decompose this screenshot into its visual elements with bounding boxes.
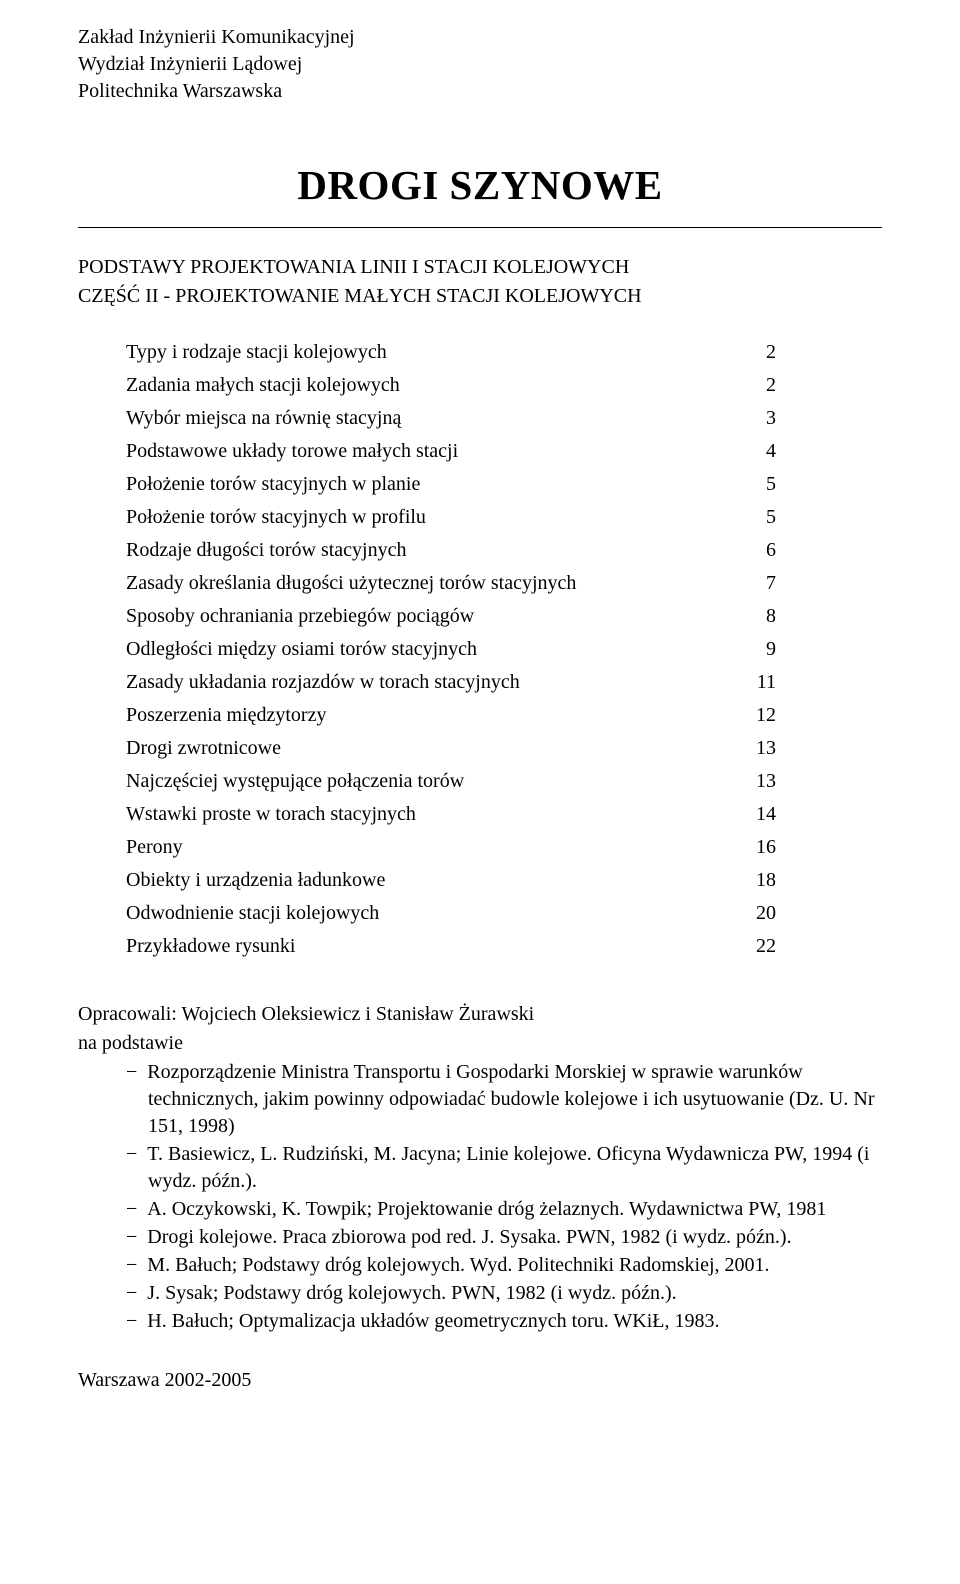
toc-row: Zadania małych stacji kolejowych2 [126, 369, 776, 402]
toc-page-number: 22 [716, 930, 776, 963]
toc-label: Najczęściej występujące połączenia torów [126, 765, 716, 798]
toc-page-number: 5 [716, 468, 776, 501]
subtitle-part: CZĘŚĆ II - PROJEKTOWANIE MAŁYCH STACJI K… [78, 285, 882, 308]
toc-page-number: 2 [716, 336, 776, 369]
toc-page-number: 7 [716, 567, 776, 600]
reference-item: Rozporządzenie Ministra Transportu i Gos… [126, 1059, 882, 1140]
toc-row: Perony16 [126, 831, 776, 864]
institution-header: Zakład Inżynierii Komunikacyjnej Wydział… [78, 24, 882, 105]
toc-page-number: 5 [716, 501, 776, 534]
toc-row: Położenie torów stacyjnych w profilu5 [126, 501, 776, 534]
authors-line: Opracowali: Wojciech Oleksiewicz i Stani… [78, 1003, 882, 1026]
toc-row: Zasady określania długości użytecznej to… [126, 567, 776, 600]
toc-row: Wstawki proste w torach stacyjnych14 [126, 798, 776, 831]
toc-page-number: 12 [716, 699, 776, 732]
subtitle-main: PODSTAWY PROJEKTOWANIA LINII I STACJI KO… [78, 256, 882, 279]
title-rule [78, 227, 882, 228]
toc-page-number: 11 [716, 666, 776, 699]
toc-label: Podstawowe układy torowe małych stacji [126, 435, 716, 468]
toc-label: Rodzaje długości torów stacyjnych [126, 534, 716, 567]
reference-item: Drogi kolejowe. Praca zbiorowa pod red. … [126, 1224, 882, 1251]
toc-page-number: 4 [716, 435, 776, 468]
toc-label: Zadania małych stacji kolejowych [126, 369, 716, 402]
toc-label: Drogi zwrotnicowe [126, 732, 716, 765]
reference-item: H. Bałuch; Optymalizacja układów geometr… [126, 1308, 882, 1335]
toc-label: Położenie torów stacyjnych w profilu [126, 501, 716, 534]
toc-row: Poszerzenia międzytorzy12 [126, 699, 776, 732]
toc-label: Perony [126, 831, 716, 864]
toc-label: Wybór miejsca na równię stacyjną [126, 402, 716, 435]
toc-row: Podstawowe układy torowe małych stacji4 [126, 435, 776, 468]
toc-page-number: 13 [716, 732, 776, 765]
toc-row: Położenie torów stacyjnych w planie5 [126, 468, 776, 501]
toc-page-number: 13 [716, 765, 776, 798]
toc-page-number: 16 [716, 831, 776, 864]
toc-page-number: 8 [716, 600, 776, 633]
reference-item: A. Oczykowski, K. Towpik; Projektowanie … [126, 1196, 882, 1223]
document-title: DROGI SZYNOWE [78, 161, 882, 209]
toc-label: Zasady układania rozjazdów w torach stac… [126, 666, 716, 699]
basis-label: na podstawie [78, 1032, 882, 1055]
toc-row: Typy i rodzaje stacji kolejowych2 [126, 336, 776, 369]
toc-label: Przykładowe rysunki [126, 930, 716, 963]
toc-page-number: 3 [716, 402, 776, 435]
header-line-3: Politechnika Warszawska [78, 78, 882, 105]
header-line-2: Wydział Inżynierii Lądowej [78, 51, 882, 78]
reference-item: M. Bałuch; Podstawy dróg kolejowych. Wyd… [126, 1252, 882, 1279]
toc-label: Poszerzenia międzytorzy [126, 699, 716, 732]
toc-label: Zasady określania długości użytecznej to… [126, 567, 716, 600]
header-line-1: Zakład Inżynierii Komunikacyjnej [78, 24, 882, 51]
toc-row: Przykładowe rysunki22 [126, 930, 776, 963]
toc-label: Położenie torów stacyjnych w planie [126, 468, 716, 501]
toc-row: Najczęściej występujące połączenia torów… [126, 765, 776, 798]
toc-page-number: 9 [716, 633, 776, 666]
toc-label: Sposoby ochraniania przebiegów pociągów [126, 600, 716, 633]
toc-label: Wstawki proste w torach stacyjnych [126, 798, 716, 831]
toc-row: Drogi zwrotnicowe13 [126, 732, 776, 765]
reference-list: Rozporządzenie Ministra Transportu i Gos… [126, 1059, 882, 1335]
toc-row: Rodzaje długości torów stacyjnych6 [126, 534, 776, 567]
toc-page-number: 18 [716, 864, 776, 897]
toc-label: Odwodnienie stacji kolejowych [126, 897, 716, 930]
table-of-contents: Typy i rodzaje stacji kolejowych2Zadania… [126, 336, 882, 963]
toc-page-number: 20 [716, 897, 776, 930]
footer-text: Warszawa 2002-2005 [78, 1369, 882, 1392]
toc-label: Odległości między osiami torów stacyjnyc… [126, 633, 716, 666]
toc-row: Obiekty i urządzenia ładunkowe18 [126, 864, 776, 897]
toc-row: Zasady układania rozjazdów w torach stac… [126, 666, 776, 699]
toc-page-number: 2 [716, 369, 776, 402]
toc-row: Odwodnienie stacji kolejowych20 [126, 897, 776, 930]
toc-row: Sposoby ochraniania przebiegów pociągów8 [126, 600, 776, 633]
reference-item: J. Sysak; Podstawy dróg kolejowych. PWN,… [126, 1280, 882, 1307]
toc-label: Obiekty i urządzenia ładunkowe [126, 864, 716, 897]
toc-row: Odległości między osiami torów stacyjnyc… [126, 633, 776, 666]
toc-page-number: 14 [716, 798, 776, 831]
toc-page-number: 6 [716, 534, 776, 567]
toc-label: Typy i rodzaje stacji kolejowych [126, 336, 716, 369]
toc-row: Wybór miejsca na równię stacyjną3 [126, 402, 776, 435]
reference-item: T. Basiewicz, L. Rudziński, M. Jacyna; L… [126, 1141, 882, 1195]
